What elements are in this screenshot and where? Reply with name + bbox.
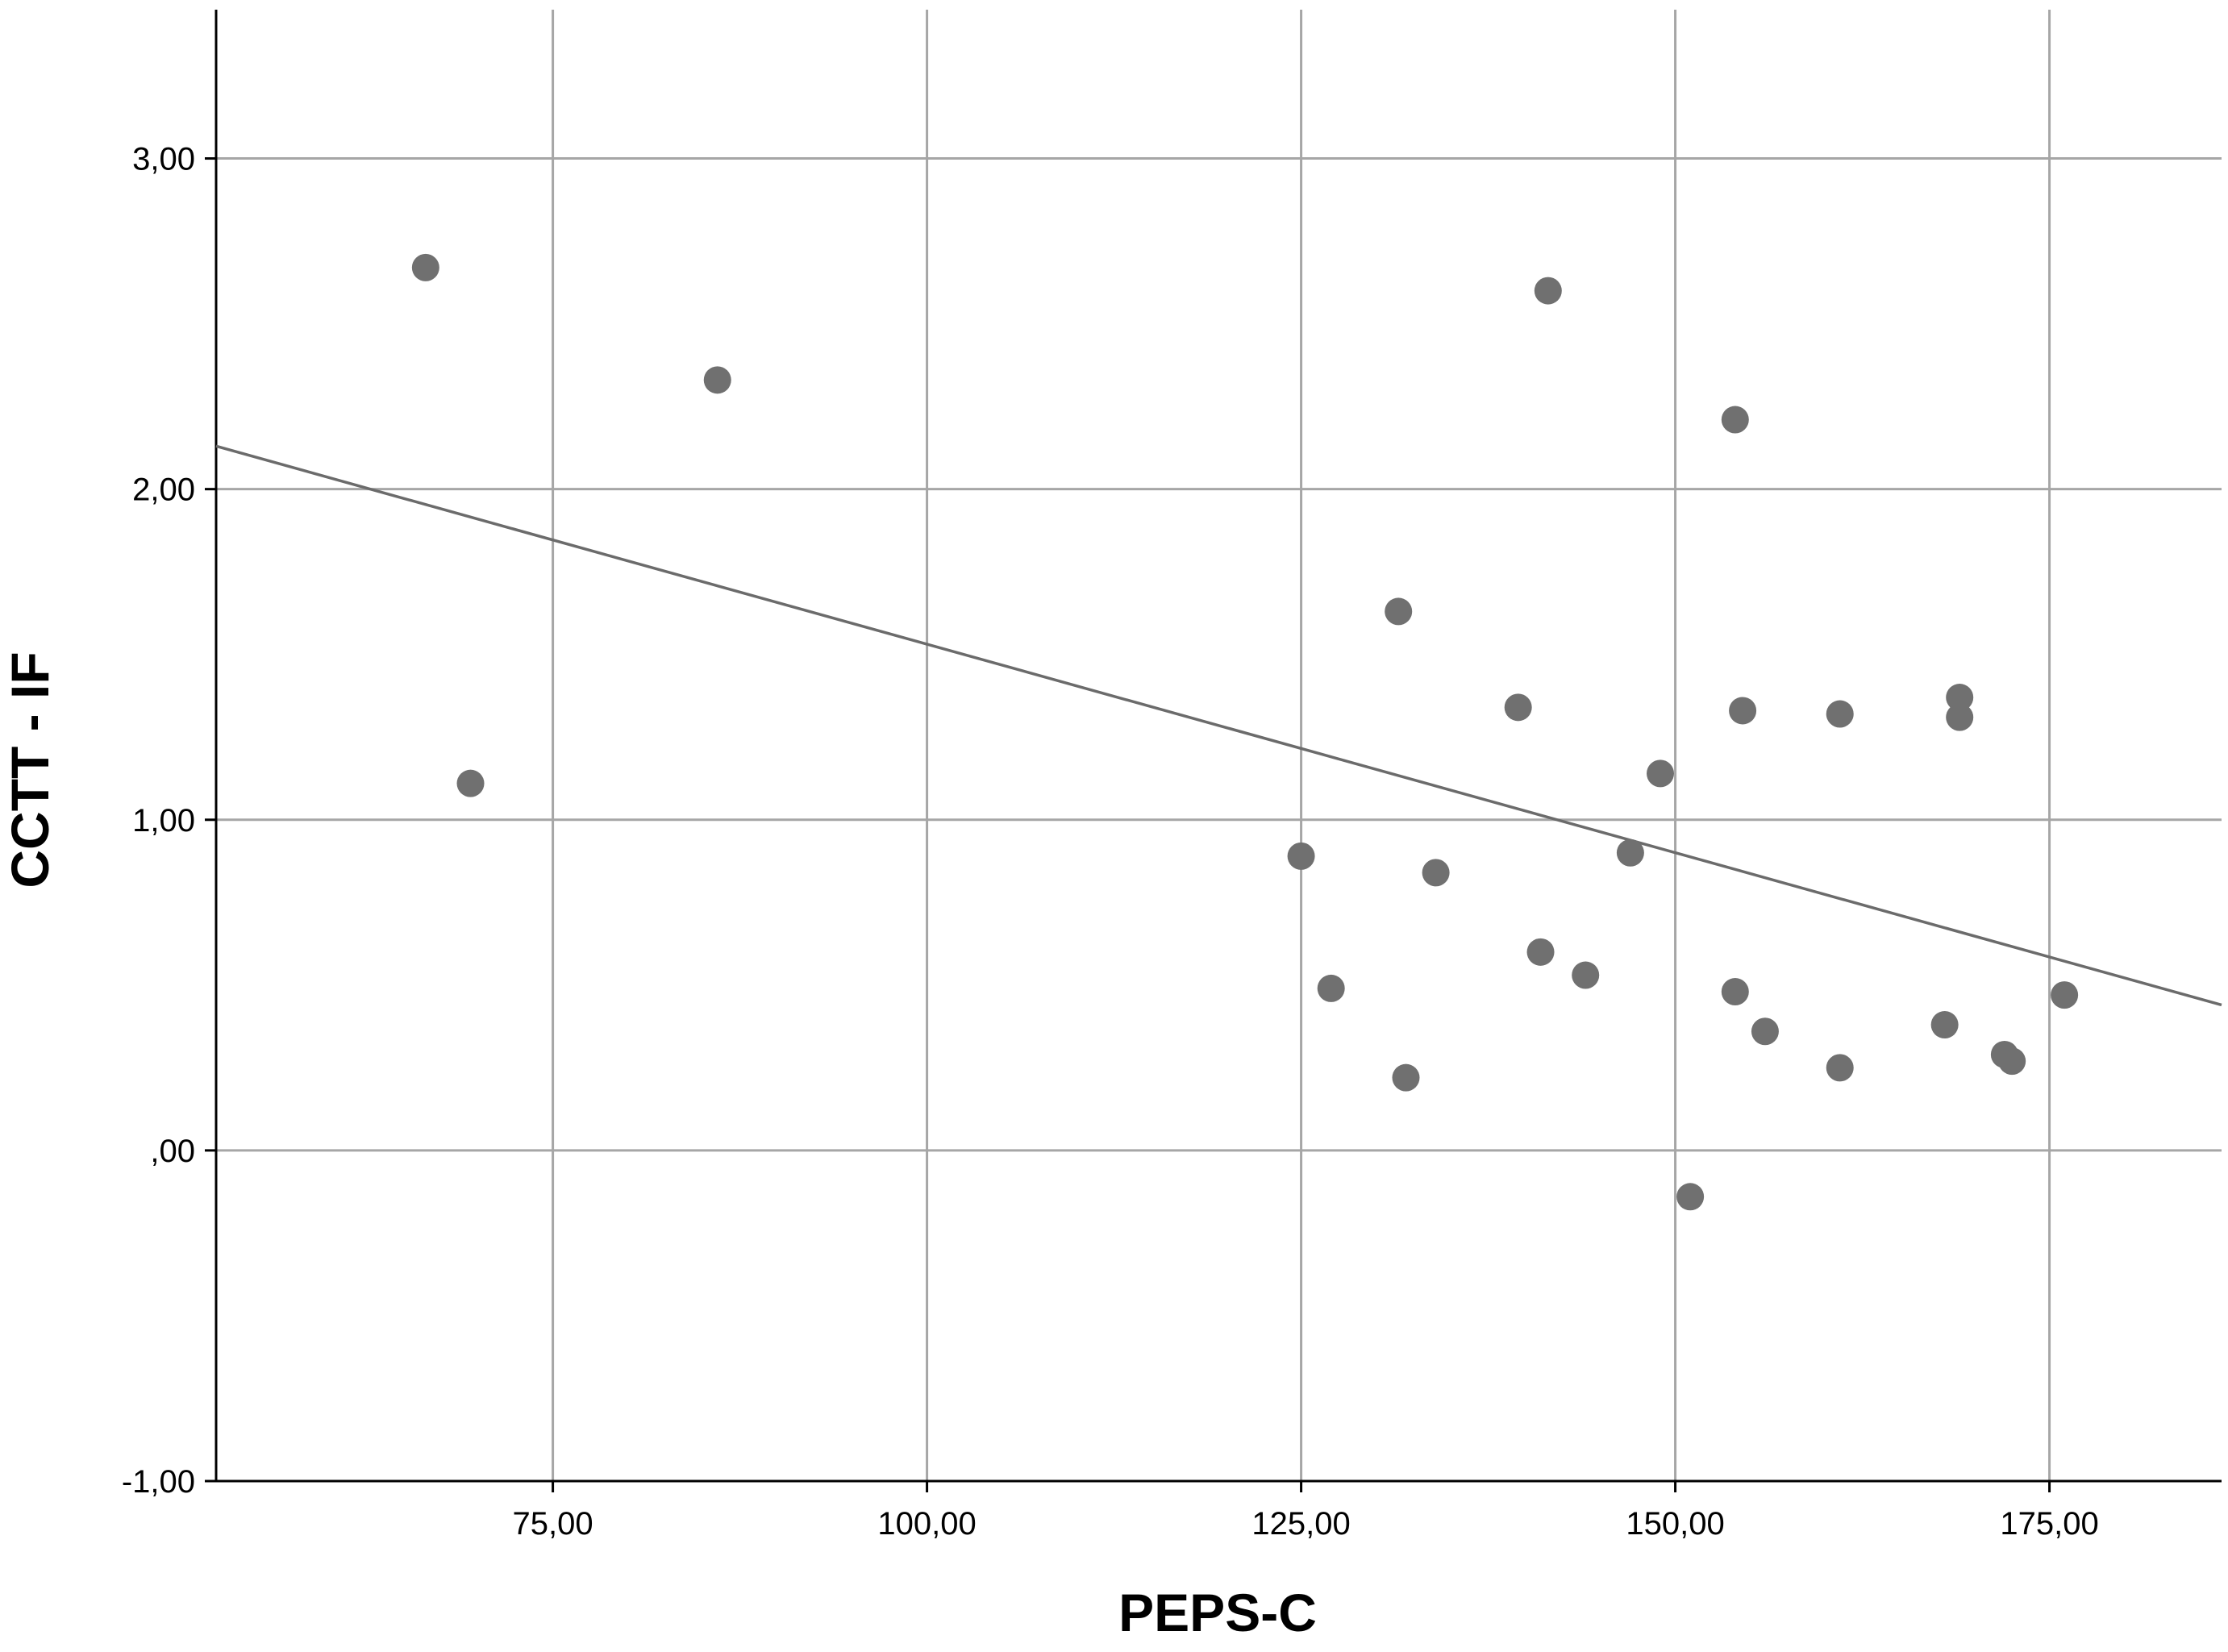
regression-line <box>215 444 2222 1007</box>
data-point <box>1930 1011 1959 1039</box>
axes <box>205 10 2222 1492</box>
x-tick-label: 75,00 <box>513 1506 593 1542</box>
data-point <box>1751 1017 1779 1046</box>
regression-line-group <box>215 444 2222 1007</box>
x-tick-labels: 75,00 100,00 125,00 150,00 175,00 <box>513 1506 2099 1542</box>
grid-lines <box>216 10 2222 1481</box>
data-point <box>2051 981 2079 1009</box>
x-axis-title: PEPS-C <box>1118 1583 1317 1642</box>
data-point <box>1721 406 1749 434</box>
y-axis-title: CCTT - IF <box>0 651 60 888</box>
data-point <box>411 253 439 281</box>
x-tick-label: 175,00 <box>2000 1506 2098 1542</box>
data-point <box>1422 859 1450 887</box>
data-point <box>1317 974 1345 1002</box>
data-point <box>1534 277 1562 305</box>
y-tick-label: 1,00 <box>132 803 195 838</box>
data-point <box>1616 838 1644 867</box>
data-point <box>1729 697 1757 725</box>
data-point <box>1287 842 1315 870</box>
data-point <box>1647 759 1675 788</box>
data-point <box>703 366 731 394</box>
data-points <box>411 253 2079 1211</box>
y-tick-label: -1,00 <box>122 1464 195 1500</box>
data-point <box>1946 684 1974 712</box>
data-point <box>1504 693 1532 722</box>
x-tick-label: 150,00 <box>1626 1506 1724 1542</box>
y-tick-label: ,00 <box>150 1134 195 1169</box>
data-point <box>1946 703 1974 731</box>
data-point <box>1826 700 1854 728</box>
x-tick-label: 125,00 <box>1251 1506 1350 1542</box>
x-tick-label: 100,00 <box>877 1506 976 1542</box>
data-point <box>1526 938 1555 966</box>
y-tick-label: 3,00 <box>132 142 195 177</box>
data-point <box>1572 961 1600 989</box>
data-point <box>1826 1054 1854 1082</box>
data-point <box>1385 597 1413 626</box>
y-tick-labels: -1,00 ,00 1,00 2,00 3,00 <box>122 142 195 1500</box>
data-point <box>1998 1047 2026 1076</box>
data-point <box>1676 1183 1705 1211</box>
data-point <box>1392 1063 1420 1092</box>
data-point <box>1721 978 1749 1006</box>
y-tick-label: 2,00 <box>132 472 195 508</box>
data-point <box>456 769 485 797</box>
